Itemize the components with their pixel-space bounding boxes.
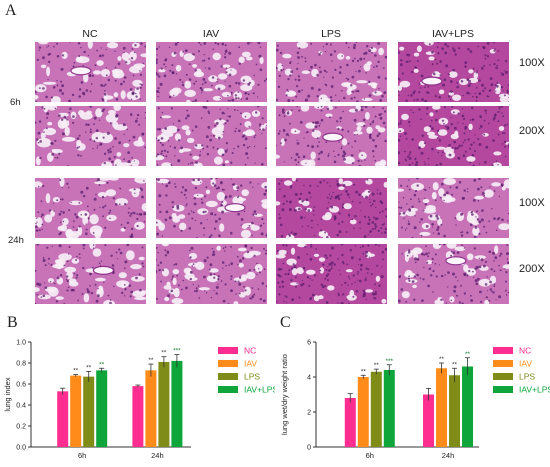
histology-image <box>276 244 387 304</box>
significance-mark: ** <box>361 368 367 375</box>
y-tick-label: 1.0 <box>16 340 26 347</box>
legend-swatch <box>493 373 513 380</box>
histology-image <box>398 42 509 102</box>
row-label-6h: 6h <box>10 97 21 108</box>
histology-image <box>156 106 267 166</box>
y-tick-label: 0 <box>307 445 311 452</box>
legend-label: IAV+LPS <box>244 385 275 395</box>
y-tick-label: 2 <box>307 410 311 417</box>
bar <box>132 386 144 447</box>
histology-image <box>398 178 509 238</box>
y-tick-label: 6 <box>307 340 311 347</box>
y-tick-label: 0.0 <box>16 445 26 452</box>
bar <box>57 391 69 447</box>
panel-c-letter: C <box>280 314 291 331</box>
histology-image <box>398 244 509 304</box>
histology-image <box>156 178 267 238</box>
bar <box>171 360 183 447</box>
significance-mark: ** <box>86 364 92 371</box>
panel-b-letter: B <box>7 314 18 331</box>
y-tick-label: 0.6 <box>16 382 26 389</box>
bar <box>370 371 382 447</box>
x-tick-label: 6h <box>366 451 374 460</box>
legend-label: NC <box>244 346 256 356</box>
histology-image <box>156 244 267 304</box>
y-tick-label: 4 <box>307 375 311 382</box>
legend-swatch <box>493 360 513 367</box>
histology-image <box>35 178 146 238</box>
significance-mark: ** <box>99 361 105 368</box>
y-axis-label: lung wet/dry weight ratio <box>280 354 289 435</box>
bar <box>462 366 474 447</box>
column-header-nc: NC <box>82 28 98 40</box>
significance-mark: *** <box>173 348 181 355</box>
legend-swatch <box>218 373 238 380</box>
y-tick-label: 0.8 <box>16 361 26 368</box>
significance-mark: ** <box>161 350 167 357</box>
histology-image <box>276 178 387 238</box>
x-tick-label: 6h <box>78 451 86 460</box>
significance-mark: ** <box>73 368 79 375</box>
significance-mark: ** <box>465 351 471 358</box>
significance-mark: *** <box>385 358 393 365</box>
magnification-label: 100X <box>519 57 545 69</box>
bar <box>70 375 82 447</box>
column-header-iav: IAV <box>202 28 220 40</box>
y-tick-label: 0.2 <box>16 424 26 431</box>
bar <box>145 370 157 447</box>
y-axis-label: lung index <box>3 377 12 411</box>
legend-label: IAV+LPS <box>519 385 550 395</box>
histology-image <box>156 42 267 102</box>
histology-image <box>35 106 146 166</box>
significance-mark: ** <box>452 361 458 368</box>
column-header-lps: LPS <box>321 28 341 40</box>
legend-swatch <box>493 386 513 393</box>
significance-mark: ** <box>439 356 445 363</box>
magnification-label: 200X <box>519 263 545 275</box>
legend-label: IAV <box>519 359 532 369</box>
bar <box>383 370 395 447</box>
histology-image <box>276 106 387 166</box>
histology-image <box>276 42 387 102</box>
bar <box>423 394 435 447</box>
panel-a-letter: A <box>5 2 17 19</box>
row-label-24h: 24h <box>8 235 24 246</box>
bar <box>449 375 461 447</box>
x-tick-label: 24h <box>442 451 455 460</box>
x-tick-label: 24h <box>151 451 164 460</box>
bar <box>158 361 170 447</box>
legend-swatch <box>493 347 513 354</box>
significance-mark: ** <box>148 357 154 364</box>
column-header-iav-lps: IAV+LPS <box>431 28 475 40</box>
bar <box>96 370 108 447</box>
legend-swatch <box>218 347 238 354</box>
legend-label: IAV <box>244 359 257 369</box>
legend-swatch <box>218 386 238 393</box>
magnification-label: 200X <box>519 125 545 137</box>
legend-label: LPS <box>519 372 535 382</box>
histology-image <box>398 106 509 166</box>
significance-mark: ** <box>374 362 380 369</box>
legend-label: LPS <box>244 372 260 382</box>
y-tick-label: 0.4 <box>16 403 26 410</box>
histology-image <box>35 42 146 102</box>
bar <box>344 398 356 447</box>
bar <box>357 377 369 447</box>
magnification-label: 100X <box>519 197 545 209</box>
legend-label: NC <box>519 346 531 356</box>
legend-swatch <box>218 360 238 367</box>
bar <box>436 368 448 447</box>
bar <box>83 376 95 447</box>
histology-image <box>35 244 146 304</box>
